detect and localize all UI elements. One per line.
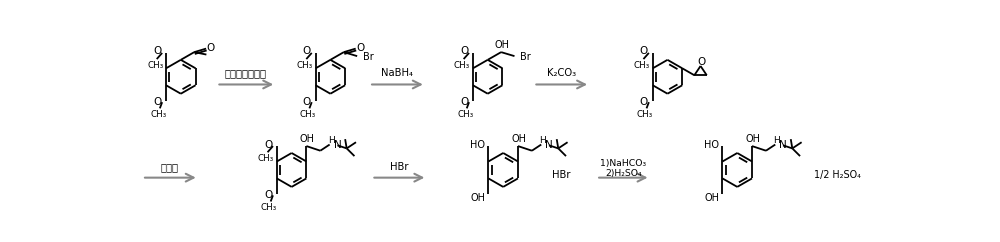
Text: CH₃: CH₃	[297, 61, 313, 70]
Text: CH₃: CH₃	[300, 110, 316, 119]
Text: OH: OH	[745, 134, 760, 144]
Text: CH₃: CH₃	[258, 154, 274, 163]
Text: CH₃: CH₃	[634, 61, 650, 70]
Text: O: O	[356, 43, 364, 53]
Text: Br: Br	[363, 52, 373, 62]
Text: HBr: HBr	[552, 170, 571, 180]
Text: NaBH₄: NaBH₄	[381, 68, 413, 78]
Text: O: O	[640, 46, 648, 56]
Text: N: N	[545, 140, 553, 150]
Text: OH: OH	[704, 193, 719, 204]
Text: O: O	[264, 140, 272, 150]
Text: 四丁基三溴化铵: 四丁基三溴化铵	[225, 68, 267, 78]
Text: O: O	[303, 46, 311, 56]
Text: OH: OH	[511, 134, 526, 144]
Text: H: H	[773, 136, 780, 145]
Text: O: O	[460, 97, 468, 107]
Text: N: N	[779, 140, 787, 150]
Text: 1/2 H₂SO₄: 1/2 H₂SO₄	[814, 170, 861, 180]
Text: CH₃: CH₃	[454, 61, 470, 70]
Text: O: O	[153, 46, 161, 56]
Text: 1)NaHCO₃: 1)NaHCO₃	[600, 159, 646, 168]
Text: OH: OH	[470, 193, 485, 204]
Text: O: O	[264, 190, 272, 200]
Text: CH₃: CH₃	[457, 110, 473, 119]
Text: O: O	[460, 46, 468, 56]
Text: CH₃: CH₃	[147, 61, 163, 70]
Text: CH₃: CH₃	[261, 203, 277, 212]
Text: OH: OH	[494, 40, 509, 50]
Text: O: O	[697, 57, 705, 67]
Text: K₂CO₃: K₂CO₃	[547, 68, 576, 78]
Text: CH₃: CH₃	[637, 110, 653, 119]
Text: 2)H₂SO₄: 2)H₂SO₄	[605, 168, 642, 178]
Text: 叔丁胺: 叔丁胺	[161, 162, 179, 172]
Text: HO: HO	[704, 140, 719, 150]
Text: H: H	[539, 136, 546, 145]
Text: O: O	[640, 97, 648, 107]
Text: HO: HO	[470, 140, 485, 150]
Text: N: N	[334, 140, 341, 150]
Text: O: O	[153, 97, 161, 107]
Text: OH: OH	[300, 134, 315, 144]
Text: H: H	[328, 136, 335, 145]
Text: O: O	[207, 43, 215, 53]
Text: Br: Br	[520, 52, 531, 62]
Text: CH₃: CH₃	[150, 110, 166, 119]
Text: HBr: HBr	[390, 162, 409, 172]
Text: O: O	[303, 97, 311, 107]
